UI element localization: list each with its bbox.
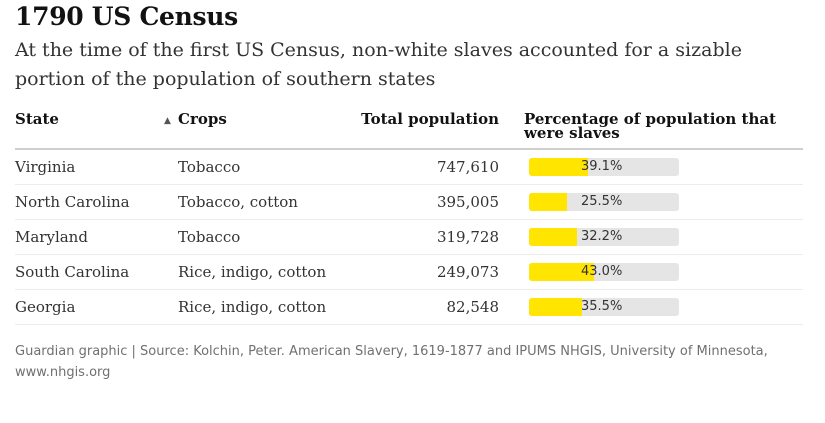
cell-crops: Rice, indigo, cotton xyxy=(178,254,360,290)
table-row: Virginia Tobacco 747,610 39.1% xyxy=(15,149,803,185)
table-row: Georgia Rice, indigo, cotton 82,548 35.5% xyxy=(15,289,803,325)
cell-percentage: 32.2% xyxy=(499,219,803,255)
percentage-bar-track: 25.5% xyxy=(529,193,679,211)
percentage-bar xyxy=(529,228,578,246)
column-header-percentage[interactable]: Percentage of population that were slave… xyxy=(499,106,803,150)
chart-container: 1790 US Census At the time of the first … xyxy=(15,0,803,383)
cell-state: North Carolina xyxy=(15,184,178,220)
cell-crops: Tobacco xyxy=(178,149,360,185)
percentage-label: 43.0% xyxy=(581,264,623,279)
cell-state: Georgia xyxy=(15,289,178,325)
cell-total-population: 319,728 xyxy=(360,219,499,255)
cell-percentage: 35.5% xyxy=(499,289,803,325)
percentage-label: 39.1% xyxy=(581,159,623,174)
percentage-bar-track: 32.2% xyxy=(529,228,679,246)
cell-state: South Carolina xyxy=(15,254,178,290)
column-header-crops[interactable]: ▲ Crops xyxy=(164,106,360,150)
cell-percentage: 43.0% xyxy=(499,254,803,290)
cell-crops: Tobacco, cotton xyxy=(178,184,360,220)
percentage-bar xyxy=(529,193,568,211)
percentage-bar xyxy=(529,298,583,316)
percentage-bar-track: 35.5% xyxy=(529,298,679,316)
census-table: State ▲ Crops Total population Percentag… xyxy=(15,106,803,325)
cell-total-population: 82,548 xyxy=(360,289,499,325)
cell-state: Virginia xyxy=(15,149,178,185)
cell-total-population: 249,073 xyxy=(360,254,499,290)
source-note: Guardian graphic | Source: Kolchin, Pete… xyxy=(15,344,768,380)
column-header-crops-label: Crops xyxy=(178,110,227,128)
cell-total-population: 395,005 xyxy=(360,184,499,220)
column-header-state[interactable]: State xyxy=(15,106,178,150)
cell-total-population: 747,610 xyxy=(360,149,499,185)
percentage-bar xyxy=(529,158,588,176)
cell-state: Maryland xyxy=(15,219,178,255)
percentage-bar-track: 43.0% xyxy=(529,263,679,281)
percentage-label: 35.5% xyxy=(581,299,623,314)
table-row: South Carolina Rice, indigo, cotton 249,07… xyxy=(15,254,803,290)
percentage-bar xyxy=(529,263,594,281)
percentage-bar-track: 39.1% xyxy=(529,158,679,176)
table-row: North Carolina Tobacco, cotton 395,005 25.5… xyxy=(15,184,803,220)
chart-title: 1790 US Census xyxy=(15,2,238,31)
table-body: Virginia Tobacco 747,610 39.1% North Carolin… xyxy=(15,149,803,325)
column-header-total-population[interactable]: Total population xyxy=(360,106,499,150)
cell-percentage: 25.5% xyxy=(499,184,803,220)
cell-percentage: 39.1% xyxy=(499,149,803,185)
percentage-label: 25.5% xyxy=(581,194,623,209)
chart-subtitle: At the time of the first US Census, non-… xyxy=(15,39,742,90)
percentage-label: 32.2% xyxy=(581,229,623,244)
cell-crops: Tobacco xyxy=(178,219,360,255)
sort-ascending-icon: ▲ xyxy=(164,116,171,126)
table-row: Maryland Tobacco 319,728 32.2% xyxy=(15,219,803,255)
table-header-row: State ▲ Crops Total population Percentag… xyxy=(15,106,803,150)
cell-crops: Rice, indigo, cotton xyxy=(178,289,360,325)
